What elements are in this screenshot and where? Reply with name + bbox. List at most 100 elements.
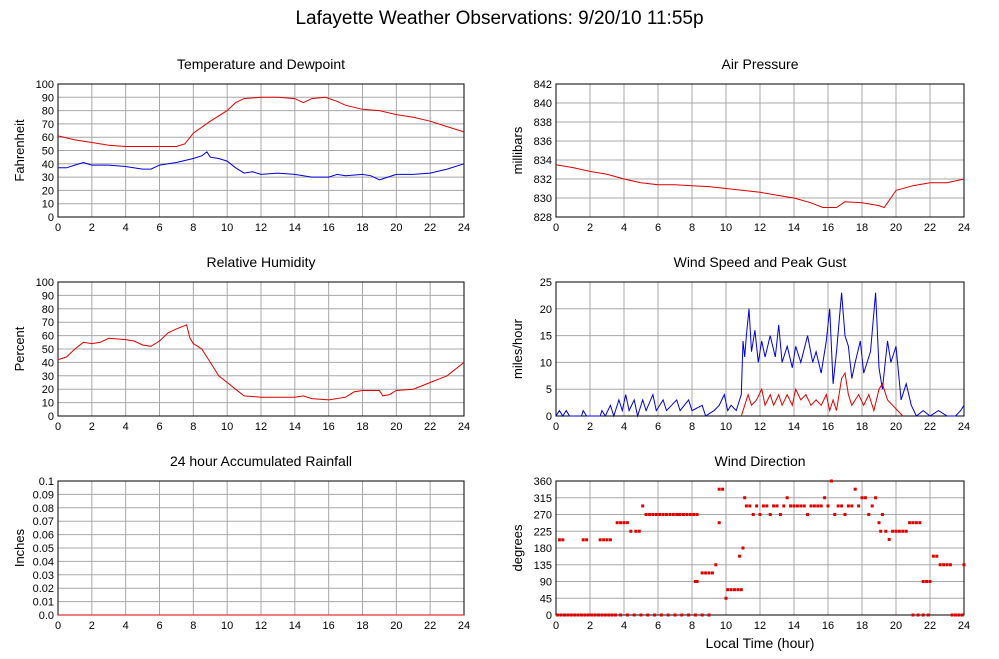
wind-direction-x-tick-label: 16 <box>822 620 834 632</box>
wind-direction-point <box>557 538 561 542</box>
humidity-x-tick-label: 6 <box>156 421 162 433</box>
rainfall-y-tick-label: 0.08 <box>33 503 54 515</box>
wind-direction-point <box>607 613 611 617</box>
temperature-x-tick-label: 10 <box>221 222 233 234</box>
wind-direction-point <box>615 521 619 525</box>
wind-direction-point <box>695 513 699 516</box>
pressure-x-tick-label: 2 <box>587 222 593 234</box>
wind-direction-x-tick-label: 4 <box>621 620 627 632</box>
wind-direction-point <box>761 504 765 508</box>
pressure-title: Air Pressure <box>721 56 798 72</box>
wind-direction-title: Wind Direction <box>714 453 805 469</box>
wind-direction-x-tick-label: 0 <box>553 620 559 632</box>
wind-direction-x-tick-label: 8 <box>689 620 695 632</box>
wind-direction-x-tick-label: 10 <box>720 620 732 632</box>
wind-direction-point <box>729 588 733 592</box>
humidity-x-tick-label: 10 <box>221 421 233 433</box>
wind-direction-point <box>603 613 607 617</box>
pressure-y-tick-label: 832 <box>534 174 552 186</box>
wind-direction-point <box>921 580 925 583</box>
wind-direction-point <box>957 613 961 617</box>
wind-direction-point <box>789 504 793 508</box>
wind-direction-x-tick-label: 24 <box>958 620 970 632</box>
wind-direction-point <box>925 580 929 583</box>
wind-direction-point <box>853 487 857 491</box>
wind-direction-point <box>768 513 772 516</box>
wind-direction-point <box>707 613 711 617</box>
wind-direction-point <box>918 521 922 525</box>
wind-direction-point <box>581 538 585 542</box>
wind-direction-point <box>792 504 796 508</box>
pressure-y-axis-label: millibars <box>510 126 525 174</box>
wind-speed-y-tick-label: 15 <box>540 331 552 343</box>
wind-speed-x-tick-label: 14 <box>788 421 800 433</box>
wind-direction-point <box>908 521 912 525</box>
wind-direction-point <box>931 554 935 558</box>
wind-direction-point <box>653 613 657 617</box>
wind-speed-series-line-1 <box>555 292 965 418</box>
temperature-y-tick-label: 50 <box>42 146 54 158</box>
wind-direction-point <box>680 613 684 617</box>
pressure-y-tick-label: 842 <box>534 79 552 91</box>
wind-direction-point <box>887 537 891 541</box>
wind-direction-y-tick-label: 315 <box>534 493 552 505</box>
pressure-x-tick-label: 24 <box>958 222 970 234</box>
rainfall-x-tick-label: 12 <box>255 620 267 632</box>
temperature-y-tick-label: 90 <box>42 92 54 104</box>
wind-direction-point <box>639 613 643 617</box>
wind-direction-y-tick-label: 135 <box>534 560 552 572</box>
wind-speed-x-tick-label: 24 <box>958 421 970 433</box>
x-axis-label: Local Time (hour) <box>705 635 815 651</box>
wind-direction-point <box>751 513 755 516</box>
temperature-series-line-2 <box>58 151 465 181</box>
wind-direction-point <box>648 513 651 516</box>
pressure-x-tick-label: 18 <box>856 222 868 234</box>
wind-direction-y-tick-label: 0 <box>546 610 552 622</box>
wind-direction-point <box>721 487 725 491</box>
wind-direction-point <box>641 504 645 508</box>
wind-direction-point <box>563 613 566 617</box>
wind-direction-point <box>739 588 743 592</box>
wind-direction-point <box>880 513 884 516</box>
wind-direction-point <box>806 513 810 516</box>
wind-direction-point <box>629 529 633 533</box>
rainfall-x-tick-label: 0 <box>55 620 61 632</box>
wind-direction-point <box>576 613 580 617</box>
humidity-x-tick-label: 24 <box>458 421 470 433</box>
pressure-x-tick-label: 14 <box>788 222 800 234</box>
wind-direction-point <box>879 529 883 533</box>
wind-speed-plot-frame <box>555 281 965 417</box>
rainfall-y-tick-label: 0.04 <box>33 556 54 568</box>
wind-direction-y-tick-label: 90 <box>540 577 552 589</box>
wind-speed-x-tick-label: 8 <box>689 421 695 433</box>
wind-direction-point <box>960 613 964 617</box>
wind-direction-point <box>685 513 689 516</box>
temperature-y-axis-label: Fahrenheit <box>12 119 27 182</box>
wind-direction-point <box>938 563 942 567</box>
humidity-x-tick-label: 12 <box>255 421 267 433</box>
temperature-x-tick-label: 22 <box>424 222 436 234</box>
rainfall-y-axis-label: Inches <box>12 528 27 567</box>
wind-direction-y-tick-label: 360 <box>534 476 552 488</box>
wind-direction-point <box>877 521 881 525</box>
wind-direction-point <box>785 496 789 500</box>
wind-direction-point <box>666 613 670 617</box>
wind-direction-point <box>573 613 577 617</box>
temperature-x-tick-label: 16 <box>323 222 335 234</box>
pressure-x-tick-label: 20 <box>890 222 902 234</box>
wind-direction-point <box>894 529 898 533</box>
rainfall-y-tick-label: 0.1 <box>39 476 54 488</box>
wind-direction-panel: 0 2 4 6 8 10 12 14 16 18 20 22 240459013518022527031… <box>510 453 970 632</box>
wind-direction-y-tick-label: 180 <box>534 543 552 555</box>
wind-direction-point <box>802 504 806 508</box>
wind-direction-point <box>661 513 665 516</box>
pressure-y-tick-label: 834 <box>534 155 552 167</box>
wind-direction-point <box>809 504 813 508</box>
page-title: Lafayette Weather Observations: 9/20/10 … <box>295 8 704 29</box>
humidity-y-axis-label: Percent <box>12 326 27 371</box>
rainfall-title: 24 hour Accumulated Rainfall <box>170 453 352 469</box>
wind-speed-y-tick-label: 0 <box>546 411 552 423</box>
wind-direction-point <box>860 496 864 500</box>
rainfall-y-tick-label: 0.09 <box>33 489 54 501</box>
humidity-x-tick-label: 8 <box>190 421 196 433</box>
